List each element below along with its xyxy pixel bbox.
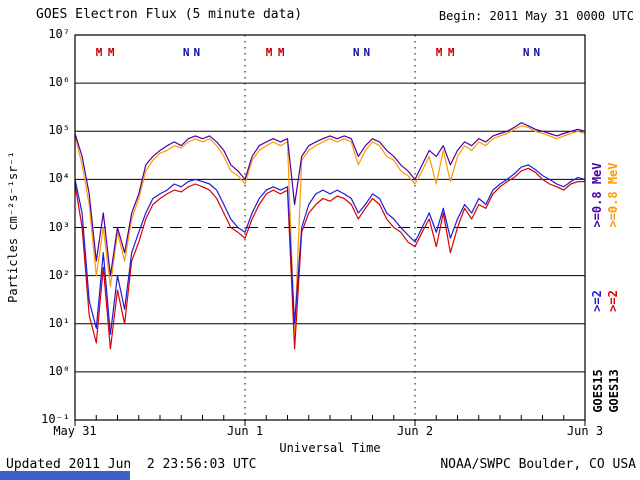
x-tick-label: Jun 1 xyxy=(226,424,264,438)
x-tick-label: Jun 3 xyxy=(566,424,604,438)
series-line-goes15-e08 xyxy=(74,122,586,277)
legend-goes13-e08-label: >=0.8 MeV xyxy=(606,162,620,228)
y-tick-label: 10⁰ xyxy=(48,363,70,378)
updated-timestamp: Updated 2011 Jun 2 23:56:03 UTC xyxy=(6,457,257,472)
begin-timestamp: Begin: 2011 May 31 0000 UTC xyxy=(438,9,634,23)
x-axis-title: Universal Time xyxy=(279,441,381,455)
satellite-midnight-marker: M xyxy=(436,46,443,59)
x-tick-label: Jun 2 xyxy=(396,424,434,438)
plot-frame xyxy=(74,34,586,421)
y-tick-label: 10⁻¹ xyxy=(41,412,70,426)
source-attribution: NOAA/SWPC Boulder, CO USA xyxy=(440,457,636,472)
y-tick-label: 10⁴ xyxy=(48,171,70,186)
bottom-blue-bar xyxy=(0,471,130,480)
series-line-goes13-e08 xyxy=(74,125,586,335)
y-tick-label: 10² xyxy=(48,267,70,282)
satellite-noon-marker: N xyxy=(194,46,201,59)
y-tick-label: 10¹ xyxy=(48,315,70,330)
satellite-noon-marker: N xyxy=(534,46,541,59)
y-tick-label: 10³ xyxy=(48,219,70,234)
legend-goes13-e2-label: >=2 xyxy=(606,290,620,312)
series-line-goes15-e2 xyxy=(74,164,586,335)
legend-goes15-satellite-label: GOES15 xyxy=(591,369,605,413)
satellite-midnight-marker: M xyxy=(108,46,115,59)
series-line-goes13-e2 xyxy=(74,167,585,350)
chart-title: GOES Electron Flux (5 minute data) xyxy=(36,7,303,22)
legend-goes13-satellite-label: GOES13 xyxy=(607,369,621,413)
y-tick-label: 10⁶ xyxy=(48,75,70,90)
legend-goes15-e2-label: >=2 xyxy=(590,290,604,312)
legend-goes15-e08-label: >=0.8 MeV xyxy=(590,162,604,228)
satellite-noon-marker: N xyxy=(364,46,371,59)
satellite-midnight-marker: M xyxy=(278,46,285,59)
y-tick-label: 10⁷ xyxy=(48,27,70,41)
satellite-midnight-marker: M xyxy=(96,46,103,59)
satellite-midnight-marker: M xyxy=(448,46,455,59)
satellite-noon-marker: N xyxy=(183,46,190,59)
satellite-noon-marker: N xyxy=(523,46,530,59)
x-tick-label: May 31 xyxy=(53,424,97,438)
y-axis-title: Particles cm⁻²s⁻¹sr⁻¹ xyxy=(6,151,20,303)
satellite-noon-marker: N xyxy=(353,46,360,59)
satellite-midnight-marker: M xyxy=(266,46,273,59)
y-tick-label: 10⁵ xyxy=(48,123,70,138)
